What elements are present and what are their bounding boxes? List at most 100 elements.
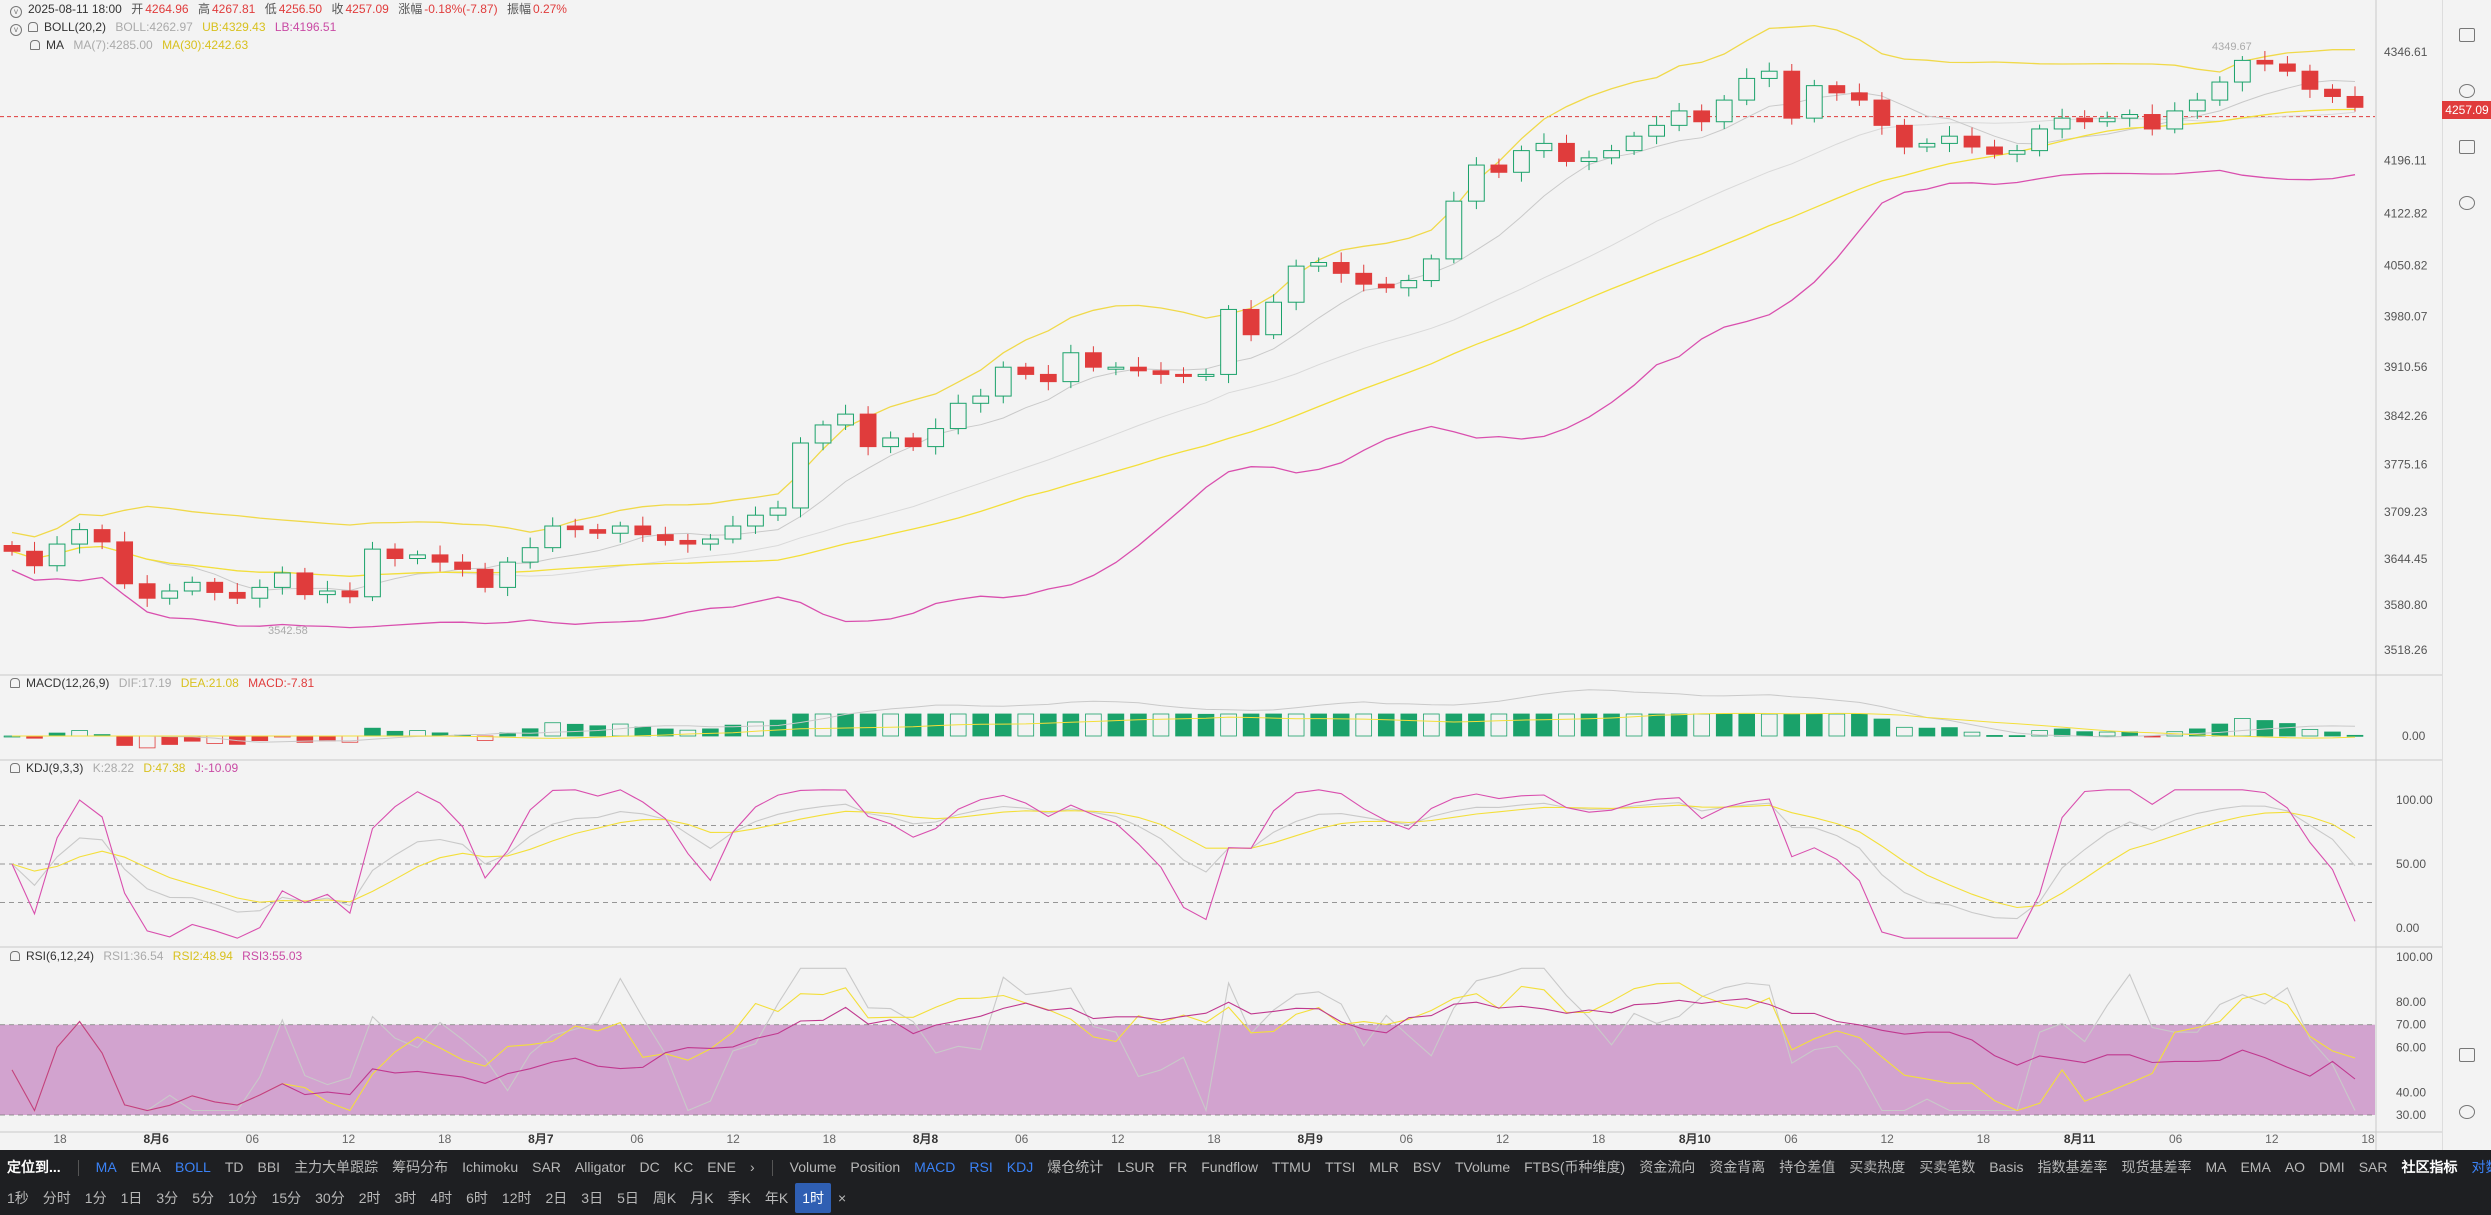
main-indicator-bbi[interactable]: BBI	[257, 1159, 281, 1175]
high-annotation: 4349.67	[2212, 41, 2252, 53]
sub-indicator-fundflow[interactable]: Fundflow	[1201, 1159, 1259, 1175]
sub-indicator-ttmu[interactable]: TTMU	[1272, 1159, 1311, 1175]
interval-4时[interactable]: 4时	[430, 1190, 453, 1206]
macd-bar	[1851, 713, 1868, 737]
candle	[319, 580, 336, 604]
sub-indicator-指数基差率[interactable]: 指数基差率	[2037, 1159, 2108, 1175]
interval-6时[interactable]: 6时	[466, 1190, 488, 1206]
bell-icon[interactable]	[28, 22, 38, 32]
locate-button[interactable]: 定位到...	[7, 1159, 61, 1175]
sub-indicator-资金流向[interactable]: 资金流向	[1639, 1159, 1696, 1175]
main-indicator-alligator[interactable]: Alligator	[574, 1159, 626, 1175]
toggle-icon[interactable]: v	[10, 6, 22, 18]
sub-indicator-ttsi[interactable]: TTSI	[1324, 1159, 1356, 1175]
interval-周K[interactable]: 周K	[652, 1190, 677, 1206]
main-indicator-kc[interactable]: KC	[673, 1159, 694, 1175]
sub-indicator-sar[interactable]: SAR	[2358, 1159, 2388, 1175]
interval-2日[interactable]: 2日	[545, 1190, 568, 1206]
main-indicator-td[interactable]: TD	[224, 1159, 244, 1175]
macd-bar	[521, 728, 539, 737]
interval-30分[interactable]: 30分	[315, 1190, 345, 1206]
candle	[2301, 64, 2319, 98]
settings-icon[interactable]	[2459, 84, 2475, 98]
bell-icon[interactable]	[10, 951, 20, 961]
headset-icon[interactable]	[2459, 1105, 2475, 1119]
community-indicators-button[interactable]: 社区指标	[2401, 1159, 2458, 1175]
interval-分时[interactable]: 分时	[42, 1190, 71, 1206]
interval-5日[interactable]: 5日	[617, 1190, 639, 1206]
log-scale-button[interactable]: 对数	[2471, 1159, 2491, 1175]
sub-indicator-买卖笔数[interactable]: 买卖笔数	[1919, 1159, 1976, 1175]
history-icon[interactable]	[2459, 196, 2475, 210]
sub-indicator-basis[interactable]: Basis	[1989, 1159, 2024, 1175]
sub-indicator-ema[interactable]: EMA	[2240, 1159, 2271, 1175]
candle-body	[1693, 110, 1711, 123]
sub-indicator-dmi[interactable]: DMI	[2319, 1159, 2345, 1175]
candle	[2076, 110, 2094, 129]
sub-indicator-爆仓统计[interactable]: 爆仓统计	[1047, 1159, 1104, 1175]
bell-icon[interactable]	[10, 678, 20, 688]
candle	[3, 541, 21, 556]
main-indicator-ema[interactable]: EMA	[130, 1159, 162, 1175]
chart-icon[interactable]	[2459, 140, 2475, 154]
rsi-tick-label: 80.00	[2396, 995, 2426, 1009]
interval-3分[interactable]: 3分	[156, 1190, 179, 1206]
main-indicator-筹码分布[interactable]: 筹码分布	[392, 1159, 449, 1175]
candle-body	[1242, 308, 1260, 336]
toggle-icon[interactable]: v	[10, 24, 22, 36]
interval-年K[interactable]: 年K	[764, 1190, 789, 1206]
price-tick-label: 4050.82	[2384, 259, 2428, 273]
candle-body	[1850, 92, 1868, 101]
more-icon[interactable]: ›	[749, 1159, 755, 1175]
sub-indicator-position[interactable]: Position	[850, 1159, 901, 1175]
main-indicator-ichimoku[interactable]: Ichimoku	[462, 1159, 519, 1175]
interval-月K[interactable]: 月K	[690, 1190, 714, 1206]
bell-icon[interactable]	[30, 40, 40, 50]
sub-indicator-rsi[interactable]: RSI	[969, 1159, 993, 1175]
sub-indicator-volume[interactable]: Volume	[789, 1159, 837, 1175]
sub-indicator-现货基差率[interactable]: 现货基差率	[2121, 1159, 2192, 1175]
sub-indicator-macd[interactable]: MACD	[914, 1159, 956, 1175]
interval-1日[interactable]: 1日	[120, 1190, 143, 1206]
sub-indicator-资金背离[interactable]: 资金背离	[1709, 1159, 1766, 1175]
macd-bar	[138, 735, 156, 749]
interval-1分[interactable]: 1分	[84, 1190, 107, 1206]
sub-indicator-bsv[interactable]: BSV	[1412, 1159, 1441, 1175]
chart-canvas[interactable]: 4346.61 4196.11 4122.82 4050.82 3980.07 3910.…	[0, 0, 2491, 1150]
interval-3日[interactable]: 3日	[581, 1190, 604, 1206]
interval-1秒[interactable]: 1秒	[7, 1190, 29, 1206]
sub-indicator-持仓差值[interactable]: 持仓差值	[1779, 1159, 1836, 1175]
interval-2时[interactable]: 2时	[358, 1190, 381, 1206]
interval-12时[interactable]: 12时	[501, 1190, 532, 1206]
macd-bar	[2234, 718, 2251, 737]
interval-15分[interactable]: 15分	[271, 1190, 302, 1206]
main-indicator-boll[interactable]: BOLL	[175, 1159, 211, 1175]
bell-icon[interactable]	[10, 763, 20, 773]
close-icon[interactable]: ×	[838, 1190, 847, 1206]
main-indicator-ma[interactable]: MA	[95, 1159, 117, 1175]
sub-indicator-ao[interactable]: AO	[2284, 1159, 2306, 1175]
interval-1时[interactable]: 1时	[795, 1183, 832, 1213]
sub-indicator-买卖热度[interactable]: 买卖热度	[1849, 1159, 1906, 1175]
interval-季K[interactable]: 季K	[727, 1190, 751, 1206]
main-indicator-dc[interactable]: DC	[639, 1159, 660, 1175]
macd-bar	[769, 719, 787, 737]
interval-3时[interactable]: 3时	[394, 1190, 417, 1206]
sub-indicator-lsur[interactable]: LSUR	[1117, 1159, 1155, 1175]
main-indicator-主力大单跟踪[interactable]: 主力大单跟踪	[294, 1159, 379, 1175]
macd-bar	[634, 726, 652, 737]
calc-icon[interactable]	[2459, 28, 2475, 42]
sub-indicator-tvolume[interactable]: TVolume	[1454, 1159, 1511, 1175]
sub-indicator-ma[interactable]: MA	[2205, 1159, 2227, 1175]
sub-indicator-fr[interactable]: FR	[1168, 1159, 1188, 1175]
sub-indicator-mlr[interactable]: MLR	[1369, 1159, 1399, 1175]
main-indicator-sar[interactable]: SAR	[532, 1159, 561, 1175]
macd-bar	[1963, 731, 1981, 737]
layout-icon[interactable]	[2459, 1048, 2475, 1062]
main-indicator-ene[interactable]: ENE	[707, 1159, 736, 1175]
interval-10分[interactable]: 10分	[227, 1190, 258, 1206]
sub-indicator-kdj[interactable]: KDJ	[1006, 1159, 1034, 1175]
interval-5分[interactable]: 5分	[192, 1190, 214, 1206]
candle-body	[273, 572, 291, 588]
sub-indicator-ftbs(币种维度)[interactable]: FTBS(币种维度)	[1524, 1159, 1626, 1175]
